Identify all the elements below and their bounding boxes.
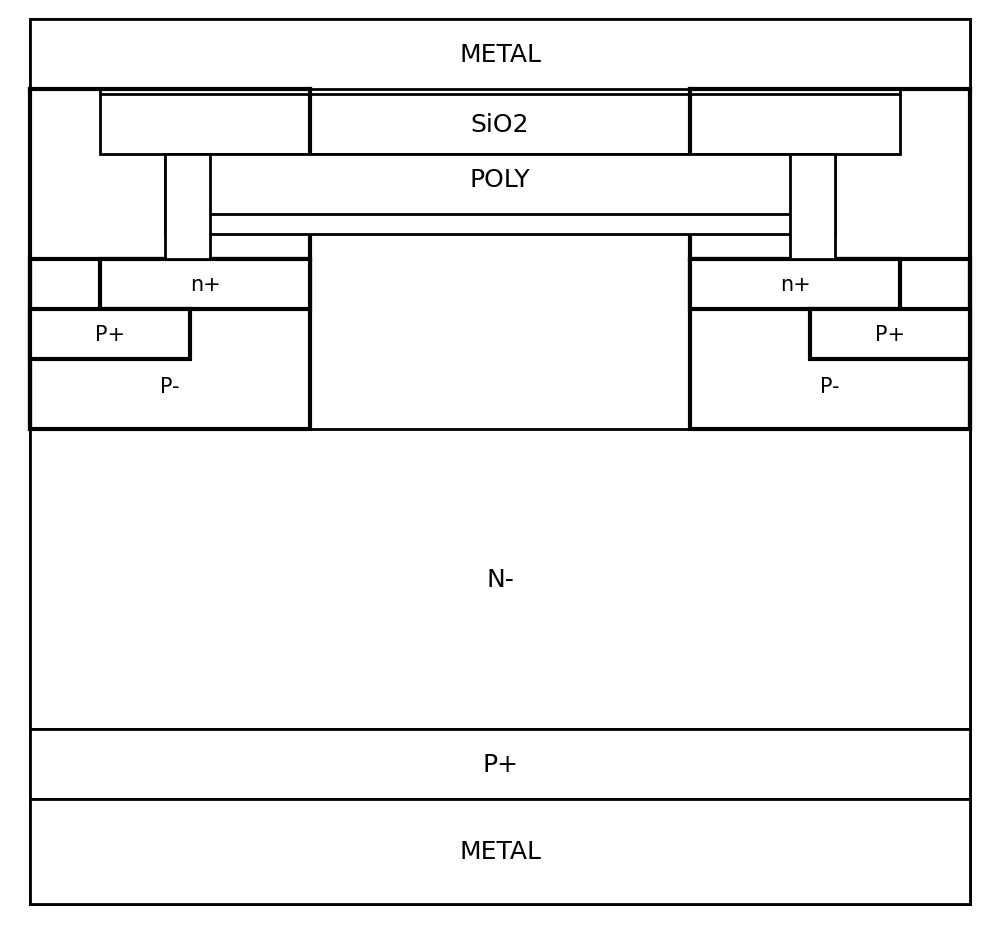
Text: P+: P+ — [482, 752, 518, 776]
Bar — [100, 260, 310, 310]
Text: P-: P- — [820, 377, 840, 397]
Text: Spa
cer: Spa cer — [171, 188, 205, 226]
Bar — [30, 799, 970, 904]
Bar — [690, 260, 970, 429]
Bar — [165, 155, 210, 260]
Bar — [30, 730, 970, 799]
Bar — [30, 310, 190, 360]
Text: P-: P- — [160, 377, 180, 397]
Text: n+: n+ — [190, 274, 220, 295]
Text: P+: P+ — [875, 324, 905, 345]
Text: N-: N- — [486, 567, 514, 591]
Bar — [30, 20, 970, 90]
Text: P+: P+ — [95, 324, 125, 345]
Bar — [30, 429, 970, 730]
Text: SiO2: SiO2 — [471, 113, 529, 137]
Text: n+: n+ — [780, 274, 810, 295]
Text: POLY: POLY — [470, 168, 530, 192]
Bar — [810, 310, 970, 360]
Text: METAL: METAL — [459, 43, 541, 67]
Bar — [690, 260, 900, 310]
Bar — [790, 155, 835, 260]
Bar — [100, 95, 900, 155]
Text: METAL: METAL — [459, 840, 541, 864]
Bar — [165, 155, 835, 235]
Text: Spa
cer: Spa cer — [796, 188, 830, 226]
Bar — [30, 260, 310, 429]
